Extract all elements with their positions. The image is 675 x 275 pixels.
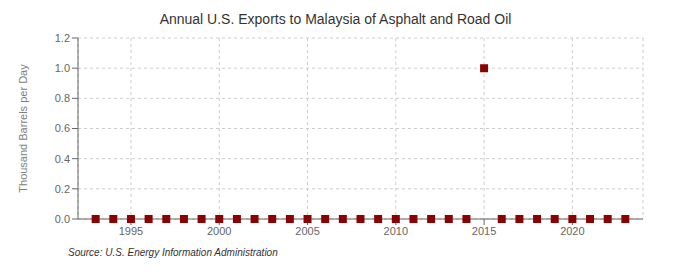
- html-text:Source: U.S. Energy Informatio: Source: U.S. Energy Information Administ…: [68, 247, 278, 258]
- svg-text:1.0: 1.0: [55, 62, 70, 74]
- svg-text:0.8: 0.8: [55, 92, 70, 104]
- svg-text:1995: 1995: [119, 225, 143, 237]
- html-text:Annual U.S. Exports to Malaysi: Annual U.S. Exports to Malaysia of Aspha…: [159, 11, 512, 27]
- svg-text:2020: 2020: [560, 225, 584, 237]
- svg-text:0.6: 0.6: [55, 122, 70, 134]
- svg-text:2010: 2010: [384, 225, 408, 237]
- svg-text:2015: 2015: [472, 225, 496, 237]
- svg-text:2000: 2000: [207, 225, 231, 237]
- svg-text:1.2: 1.2: [55, 32, 70, 44]
- svg-text:2005: 2005: [295, 225, 319, 237]
- svg-text:0.2: 0.2: [55, 183, 70, 195]
- svg-text:Thousand Barrels per Day: Thousand Barrels per Day: [17, 64, 29, 193]
- svg-text:0.4: 0.4: [55, 153, 70, 165]
- svg-text:0.0: 0.0: [55, 213, 70, 225]
